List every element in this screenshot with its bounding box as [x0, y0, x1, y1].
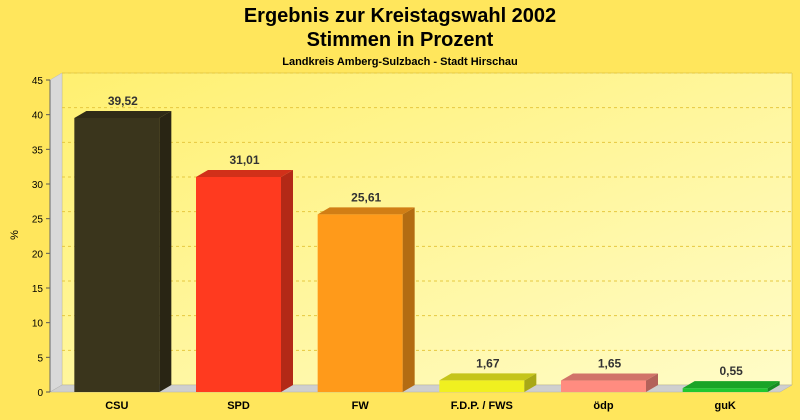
- category-label: F.D.P. / FWS: [451, 400, 513, 412]
- bar-front: [561, 380, 646, 392]
- data-label: 0,55: [719, 364, 743, 378]
- bar-side: [281, 169, 293, 392]
- data-label: 31,01: [229, 153, 259, 167]
- y-tick-label: 15: [32, 284, 44, 295]
- bar-guK: [682, 381, 780, 392]
- category-labels: CSU SPD FW F.D.P. / FWS ödp guK: [105, 400, 736, 412]
- bar-front: [317, 214, 403, 392]
- y-axis-label: %: [9, 230, 21, 240]
- data-label: 39,52: [108, 94, 138, 108]
- category-label: FW: [352, 400, 370, 412]
- chart-subtitle: Landkreis Amberg-Sulzbach - Stadt Hirsch…: [282, 56, 518, 68]
- bar-side: [646, 373, 658, 392]
- bar-top: [561, 373, 658, 381]
- y-tick-label: 45: [32, 76, 44, 87]
- chart-title-block: Ergebnis zur Kreistagswahl 2002 Stimmen …: [0, 4, 800, 68]
- category-label: guK: [714, 400, 735, 412]
- gridlines: [62, 72, 792, 351]
- plot-left-wall: [49, 72, 63, 393]
- bar-ödp: [561, 373, 658, 392]
- category-label: SPD: [227, 400, 250, 412]
- y-tick-label: 10: [32, 319, 44, 330]
- data-label: 25,61: [351, 190, 381, 204]
- bar-front: [682, 388, 768, 392]
- bar-top: [74, 110, 172, 118]
- y-tick-label: 5: [37, 353, 43, 364]
- bar-front: [439, 380, 525, 392]
- bar-front: [196, 176, 281, 392]
- bar-side: [767, 381, 780, 392]
- bar-top: [682, 381, 780, 389]
- bar-side: [159, 110, 172, 393]
- bar-F.D.P. / FWS: [439, 373, 537, 392]
- category-label: ödp: [593, 400, 613, 412]
- bar-top: [439, 373, 537, 381]
- bar-SPD: [196, 169, 293, 392]
- chart-title: Ergebnis zur Kreistagswahl 2002: [243, 5, 557, 27]
- bar-FW: [317, 207, 415, 392]
- y-tick-label: 30: [32, 180, 44, 191]
- y-tick-label: 20: [32, 249, 44, 260]
- chart-title-line2: Stimmen in Prozent: [306, 29, 494, 51]
- y-tick-label: 0: [37, 388, 43, 399]
- bar-CSU: [74, 110, 172, 393]
- data-label: 1,67: [476, 356, 500, 370]
- y-tick-label: 40: [32, 111, 44, 122]
- bar-top: [196, 169, 293, 177]
- data-label: 1,65: [598, 357, 622, 371]
- bar-side: [524, 373, 537, 392]
- plot-background: [61, 72, 793, 386]
- category-label: CSU: [105, 400, 128, 412]
- bar-front: [74, 117, 160, 393]
- y-tick-label: 35: [32, 145, 44, 156]
- bar-side: [402, 207, 415, 392]
- bars: 39,52 31,01 25,61 1,67 1,65 0,55: [74, 94, 780, 393]
- y-axis-ticks: 0 5 10 15 20 25 30 35 40 45: [32, 76, 51, 399]
- y-tick-label: 25: [32, 215, 44, 226]
- bar-top: [317, 207, 415, 215]
